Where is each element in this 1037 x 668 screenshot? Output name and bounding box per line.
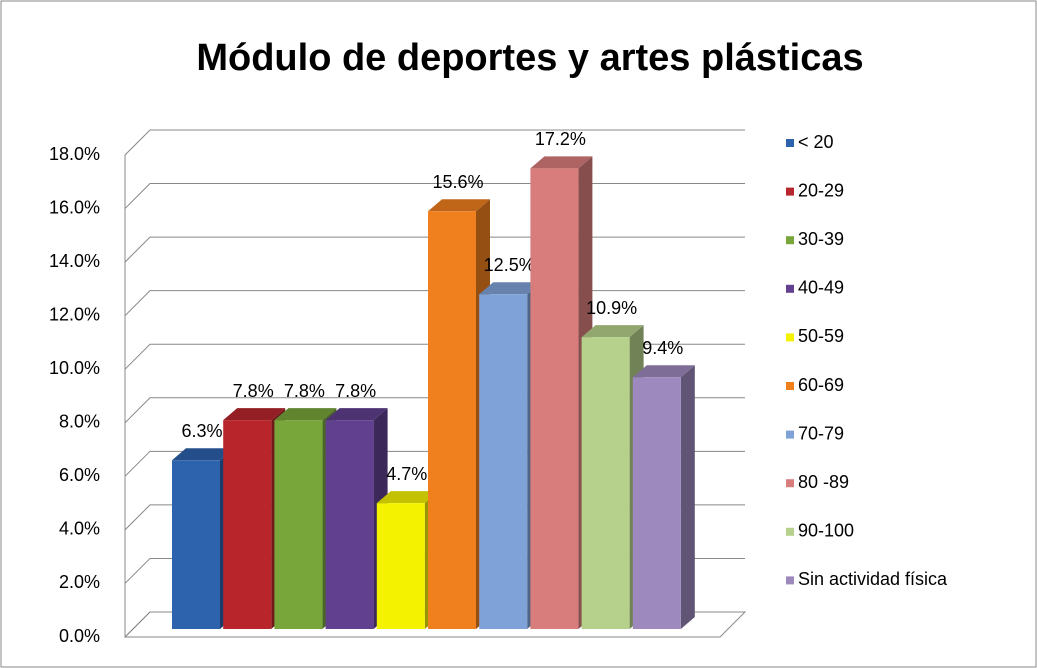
bar <box>274 420 323 629</box>
y-tick-label: 0.0% <box>59 626 100 646</box>
legend-label: 70-79 <box>798 423 844 443</box>
bar <box>581 337 630 629</box>
y-tick-label: 16.0% <box>49 197 100 217</box>
y-tick-label: 8.0% <box>59 412 100 432</box>
legend-swatch <box>786 527 794 536</box>
legend-swatch <box>786 430 794 439</box>
legend-label: 30-39 <box>798 229 844 249</box>
bar <box>223 420 272 629</box>
y-tick-label: 10.0% <box>49 358 100 378</box>
legend-swatch <box>786 479 794 488</box>
y-tick-label: 4.0% <box>59 519 100 539</box>
bar-top <box>376 491 439 504</box>
legend-swatch <box>786 187 794 196</box>
y-tick-label: 2.0% <box>59 572 100 592</box>
bar-top <box>274 408 337 421</box>
y-tick-label: 6.0% <box>59 465 100 485</box>
legend-label: Sin actividad física <box>798 569 948 589</box>
data-label: 7.8% <box>284 381 325 401</box>
bar-top <box>325 408 388 421</box>
bar-top <box>223 408 286 421</box>
bar-top <box>479 282 542 295</box>
legend-label: 50-59 <box>798 326 844 346</box>
bar-top <box>632 365 695 378</box>
bar <box>632 377 681 629</box>
data-label: 10.9% <box>586 298 637 318</box>
bar-top <box>428 199 490 212</box>
bar-top <box>172 448 234 461</box>
chart-title: Módulo de deportes y artes plásticas <box>196 37 863 79</box>
bar <box>325 420 374 629</box>
data-label: 9.4% <box>642 338 683 358</box>
data-label: 7.8% <box>233 381 274 401</box>
data-label: 12.5% <box>484 255 535 275</box>
data-label: 7.8% <box>335 381 376 401</box>
bar <box>172 460 220 629</box>
legend-swatch <box>786 382 794 390</box>
legend-label: 60-69 <box>798 375 844 395</box>
bar <box>376 503 425 629</box>
data-label: 6.3% <box>181 421 222 441</box>
legend-label: 40-49 <box>798 278 844 298</box>
grid-line <box>124 129 745 156</box>
data-label: 4.7% <box>386 464 427 484</box>
bar <box>479 294 528 629</box>
data-label: 15.6% <box>432 172 483 192</box>
bar <box>428 211 476 629</box>
bar-top <box>530 156 593 169</box>
legend-swatch <box>786 284 794 293</box>
legend-label: < 20 <box>798 132 834 152</box>
legend-label: 80 -89 <box>798 472 849 492</box>
legend-label: 90-100 <box>798 521 854 541</box>
bar-side <box>680 365 695 629</box>
y-tick-label: 12.0% <box>49 304 100 324</box>
y-tick-label: 18.0% <box>49 144 100 164</box>
y-tick-label: 14.0% <box>49 251 100 271</box>
bar-top <box>581 325 644 338</box>
data-label: 17.2% <box>535 129 586 149</box>
legend-swatch <box>786 236 794 245</box>
legend-swatch <box>786 576 794 585</box>
bar <box>530 168 579 629</box>
legend-swatch <box>786 139 794 147</box>
legend-swatch <box>786 333 794 342</box>
legend-label: 20-29 <box>798 180 844 200</box>
